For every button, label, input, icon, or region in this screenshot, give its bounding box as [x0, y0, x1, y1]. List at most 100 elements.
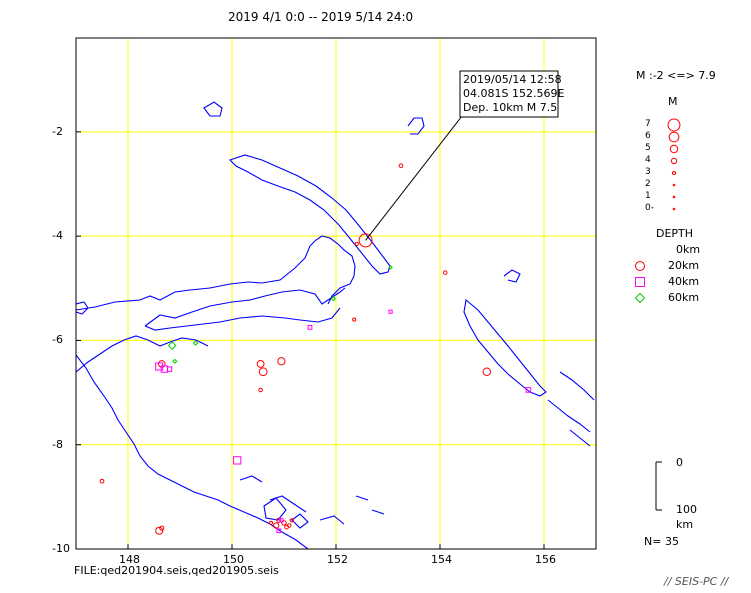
depth-legend-symbol — [635, 261, 645, 271]
depth-legend-label: 0km — [676, 243, 701, 256]
callout-location: 04.081S 152.569E — [463, 87, 565, 100]
depth-legend-label: 20km — [668, 259, 700, 272]
earthquake-marker — [276, 528, 282, 534]
earthquake-marker — [273, 522, 280, 529]
coastlines — [76, 101, 595, 549]
callout-datetime: 2019/05/14 12:58 — [463, 73, 562, 86]
magnitude-level-label: 6 — [645, 131, 651, 141]
magnitude-legend-symbol — [669, 144, 679, 154]
png-mainland-south — [76, 354, 309, 549]
earthquake-marker — [276, 517, 282, 523]
earthquake-marker — [99, 478, 105, 484]
earthquake-marker — [398, 163, 404, 169]
lon-tick-label: 150 — [223, 553, 244, 566]
earthquake-marker — [289, 518, 294, 523]
depth-scale-bar — [655, 461, 662, 511]
western-island — [76, 301, 89, 315]
earthquake-marker — [286, 523, 292, 528]
depth-legend-symbol — [634, 292, 646, 304]
callout-box — [459, 70, 559, 118]
lat-tick-label: -2 — [52, 124, 63, 138]
earthquake-marker — [279, 518, 284, 523]
louisiade-islands — [239, 475, 385, 525]
solomon-islands — [547, 371, 595, 447]
earthquake-marker — [388, 309, 393, 314]
earthquake-marker — [281, 520, 287, 526]
callout-depth-mag: Dep. 10km M 7.5 — [463, 101, 558, 114]
event-count: N= 35 — [644, 535, 679, 548]
map-title: 2019 4/1 0:0 -- 2019 5/14 24:0 — [228, 10, 414, 24]
earthquake-marker — [192, 340, 199, 346]
earthquake-marker — [155, 362, 164, 371]
earthquake-marker — [233, 456, 242, 465]
earthquake-marker — [442, 270, 448, 275]
earthquake-marker — [159, 525, 165, 531]
earthquake-marker — [525, 387, 532, 393]
bougainville — [463, 298, 547, 397]
earthquake-marker — [354, 241, 359, 247]
lon-tick-label: 152 — [327, 553, 348, 566]
lon-tick-label: 154 — [431, 553, 452, 566]
callout-leader-line — [365, 115, 463, 241]
earthquake-marker — [307, 325, 313, 330]
depth-legend-title: DEPTH — [656, 227, 694, 240]
magnitude-range: M :-2 <=> 7.9 — [636, 69, 716, 82]
magnitude-legend-title: M — [668, 95, 678, 108]
depth-scale-top: 0 — [676, 456, 683, 469]
magnitude-level-label: 1 — [645, 191, 651, 201]
earthquake-marker — [352, 317, 357, 322]
earthquake-marker — [268, 520, 274, 525]
new-ireland — [228, 154, 391, 275]
magnitude-legend-symbol — [671, 170, 677, 176]
earthquake-marker — [258, 367, 268, 377]
depth-scale-unit: km — [676, 518, 694, 531]
earthquake-marker — [157, 360, 166, 368]
axis-tick-marks — [76, 131, 545, 550]
magnitude-legend-symbol — [672, 195, 676, 199]
lon-tick-label: 156 — [535, 553, 556, 566]
earthquake-marker — [482, 367, 492, 376]
earthquake-marker — [330, 296, 337, 302]
depth-legend-symbol — [635, 277, 645, 287]
magnitude-level-label: 3 — [645, 167, 651, 177]
magnitude-legend-symbol — [670, 157, 678, 165]
new-hanover — [203, 101, 223, 117]
magnitude-level-label: 5 — [645, 143, 651, 153]
png-mainland-north — [76, 335, 209, 373]
depth-legend-label: 40km — [668, 275, 700, 288]
magnitude-level-label: 0- — [645, 203, 654, 213]
legend-symbols — [634, 118, 681, 304]
earthquake-marker — [358, 233, 373, 248]
lon-tick-label: 148 — [119, 553, 140, 566]
earthquake-marker — [166, 366, 173, 372]
depth-legend-label: 60km — [668, 291, 700, 304]
magnitude-level-label: 7 — [645, 119, 651, 129]
earthquake-marker — [167, 341, 177, 350]
earthquake-marker — [172, 358, 178, 364]
earthquake-marker — [277, 357, 286, 366]
earthquake-marker — [256, 359, 265, 368]
new-guinea-north-coast — [76, 235, 356, 311]
earthquake-events — [99, 163, 532, 535]
d-entrecasteaux — [263, 497, 309, 529]
depth-scale-bottom: 100 — [676, 503, 697, 516]
lat-tick-label: -6 — [52, 333, 63, 347]
lat-tick-label: -10 — [52, 542, 70, 555]
new-britain — [144, 287, 346, 331]
event-callout — [365, 70, 559, 241]
lat-tick-label: -4 — [52, 229, 63, 243]
magnitude-level-label: 2 — [645, 179, 651, 189]
trobriand-islands — [503, 269, 521, 283]
magnitude-legend-symbol — [672, 183, 676, 187]
source-files: FILE:qed201904.seis,qed201905.seis — [74, 564, 279, 577]
earthquake-marker — [155, 526, 164, 535]
brand-label: // SEIS-PC // — [664, 575, 729, 588]
magnitude-legend-symbol — [667, 118, 681, 132]
earthquake-marker — [258, 387, 263, 393]
earthquake-marker — [388, 265, 393, 270]
lat-tick-label: -8 — [52, 437, 63, 451]
magnitude-legend-symbol — [672, 207, 676, 211]
magnitude-legend-symbol — [668, 131, 680, 143]
magnitude-level-label: 4 — [645, 155, 651, 165]
